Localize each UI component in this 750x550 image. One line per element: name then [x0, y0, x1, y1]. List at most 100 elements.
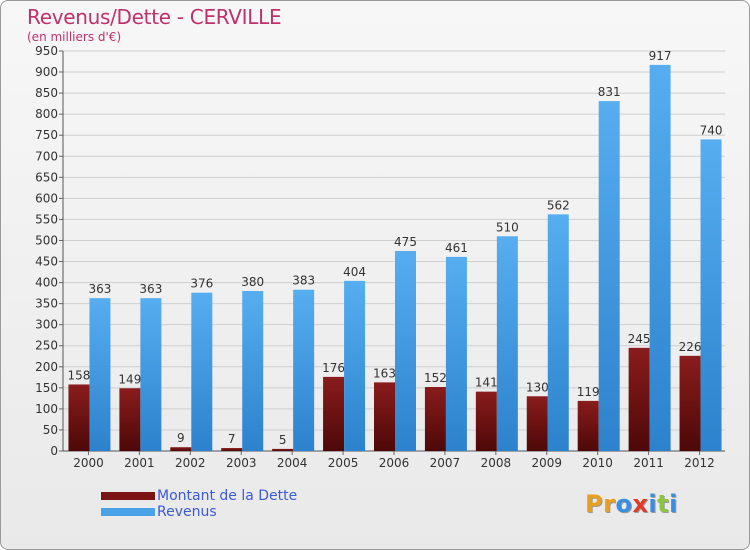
data-label-dette: 245 — [628, 332, 651, 346]
data-label-dette: 130 — [526, 380, 549, 394]
y-tick-label: 0 — [50, 444, 58, 458]
y-tick-label: 350 — [35, 297, 58, 311]
data-label-dette: 141 — [475, 376, 498, 390]
legend-label-revenus: Revenus — [157, 504, 217, 520]
x-tick-label: 2010 — [582, 456, 613, 470]
data-label-dette: 152 — [424, 371, 447, 385]
bar-dette — [424, 387, 446, 451]
data-label-revenus: 917 — [649, 49, 672, 63]
bar-dette — [475, 391, 497, 451]
bar-dette — [221, 448, 243, 451]
y-tick-label: 650 — [35, 170, 58, 184]
data-label-revenus: 510 — [496, 220, 519, 234]
x-tick-label: 2001 — [124, 456, 155, 470]
bar-dette — [577, 400, 599, 451]
x-tick-label: 2012 — [684, 456, 715, 470]
logo-letter: o — [615, 490, 633, 518]
data-label-dette: 7 — [228, 432, 236, 446]
y-tick-label: 900 — [35, 65, 58, 79]
logo-letter: i — [648, 490, 658, 518]
legend-label-dette: Montant de la Dette — [157, 488, 298, 504]
data-label-revenus: 562 — [547, 198, 570, 212]
data-label-revenus: 376 — [190, 277, 213, 291]
data-label-revenus: 363 — [139, 282, 162, 296]
data-label-dette: 9 — [177, 431, 185, 445]
logo-letter: x — [632, 490, 649, 518]
data-label-dette: 176 — [322, 361, 345, 375]
bar-revenus — [700, 139, 722, 451]
legend: Montant de la Dette Revenus — [101, 488, 297, 520]
bar-dette — [68, 384, 90, 451]
y-tick-label: 250 — [35, 339, 58, 353]
y-tick-label: 700 — [35, 149, 58, 163]
legend-swatch-dette — [101, 492, 155, 500]
logo-letter: P — [585, 490, 604, 518]
bar-revenus — [242, 291, 264, 451]
bar-dette — [526, 396, 548, 451]
data-label-revenus: 363 — [89, 282, 112, 296]
bar-dette — [170, 447, 192, 451]
bar-revenus — [445, 256, 467, 451]
x-tick-label: 2008 — [481, 456, 512, 470]
x-tick-label: 2005 — [328, 456, 359, 470]
y-tick-label: 850 — [35, 86, 58, 100]
x-tick-label: 2002 — [175, 456, 206, 470]
chart-subtitle: (en milliers d'€) — [27, 30, 122, 44]
bar-revenus — [89, 298, 111, 451]
data-label-dette: 149 — [118, 372, 141, 386]
legend-item-dette: Montant de la Dette — [101, 488, 297, 504]
bar-dette — [679, 355, 701, 451]
x-tick-label: 2006 — [379, 456, 410, 470]
data-label-revenus: 461 — [445, 241, 468, 255]
bar-revenus — [191, 292, 213, 451]
data-label-dette: 5 — [279, 433, 287, 447]
data-label-dette: 163 — [373, 366, 396, 380]
chart-title: Revenus/Dette - CERVILLE — [27, 5, 282, 29]
bar-revenus — [547, 214, 569, 451]
y-tick-label: 50 — [43, 423, 58, 437]
bar-dette — [628, 347, 650, 451]
data-label-revenus: 380 — [241, 275, 264, 289]
x-tick-label: 2007 — [430, 456, 461, 470]
x-tick-label: 2009 — [531, 456, 562, 470]
x-tick-label: 2003 — [226, 456, 257, 470]
y-tick-label: 100 — [35, 402, 58, 416]
data-label-revenus: 740 — [700, 123, 723, 137]
data-label-revenus: 831 — [598, 85, 621, 99]
logo-letter: r — [603, 490, 616, 518]
bar-revenus — [140, 298, 162, 451]
bar-revenus — [598, 101, 620, 452]
bar-revenus — [293, 289, 315, 451]
data-label-dette: 226 — [679, 340, 702, 354]
data-label-dette: 119 — [577, 385, 600, 399]
x-tick-label: 2004 — [277, 456, 308, 470]
legend-swatch-revenus — [101, 508, 155, 516]
bar-dette — [374, 382, 395, 451]
y-tick-label: 200 — [35, 360, 58, 374]
y-tick-label: 600 — [35, 191, 58, 205]
x-tick-label: 2011 — [633, 456, 664, 470]
bar-revenus — [496, 236, 518, 451]
logo-letter: i — [669, 490, 678, 518]
bar-revenus — [649, 64, 671, 451]
legend-item-revenus: Revenus — [101, 504, 297, 520]
x-tick-label: 2000 — [73, 456, 104, 470]
bar-dette — [323, 376, 345, 451]
data-label-revenus: 383 — [292, 274, 315, 288]
data-label-dette: 158 — [68, 368, 91, 382]
y-tick-label: 950 — [35, 44, 58, 58]
y-tick-label: 150 — [35, 381, 58, 395]
y-tick-label: 500 — [35, 233, 58, 247]
y-tick-label: 750 — [35, 128, 58, 142]
data-label-revenus: 404 — [343, 265, 366, 279]
y-tick-label: 400 — [35, 276, 58, 290]
bar-dette — [272, 448, 294, 451]
bar-dette — [119, 388, 141, 451]
y-tick-label: 450 — [35, 255, 58, 269]
bar-revenus — [344, 280, 366, 451]
y-tick-label: 300 — [35, 318, 58, 332]
logo-letter: t — [657, 490, 670, 518]
data-label-revenus: 475 — [394, 235, 417, 249]
